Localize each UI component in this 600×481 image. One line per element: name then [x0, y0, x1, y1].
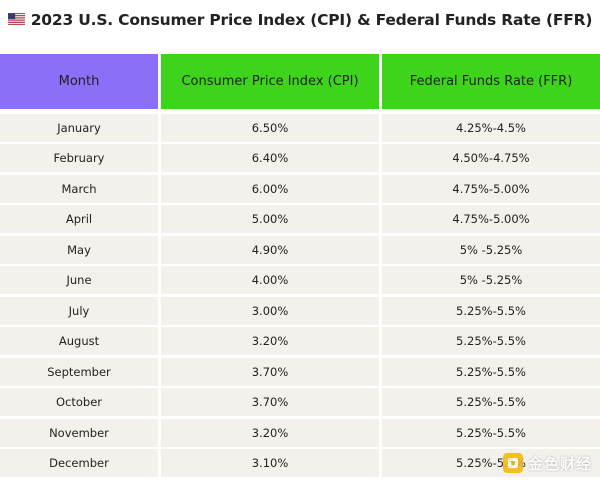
watermark: 金色财经 — [502, 452, 592, 474]
cell-month: December — [0, 449, 158, 477]
cell-month: October — [0, 388, 158, 416]
cell-ffr: 5.25%-5.5% — [382, 358, 600, 386]
table-row: May 4.90% 5% -5.25% — [0, 236, 600, 264]
cell-cpi: 3.20% — [161, 419, 379, 447]
cell-cpi: 3.00% — [161, 297, 379, 325]
table-row: January 6.50% 4.25%-4.5% — [0, 114, 600, 142]
cpi-ffr-table: Month Consumer Price Index (CPI) Federal… — [0, 51, 600, 481]
cell-ffr: 4.25%-4.5% — [382, 114, 600, 142]
cell-month: May — [0, 236, 158, 264]
table-row: August 3.20% 5.25%-5.5% — [0, 327, 600, 355]
table-row: March 6.00% 4.75%-5.00% — [0, 175, 600, 203]
cell-ffr: 5.25%-5.5% — [382, 388, 600, 416]
table-row: April 5.00% 4.75%-5.00% — [0, 205, 600, 233]
cell-month: July — [0, 297, 158, 325]
cell-month: August — [0, 327, 158, 355]
cell-ffr: 5.25%-5.5% — [382, 297, 600, 325]
cell-month: February — [0, 144, 158, 172]
cell-cpi: 4.90% — [161, 236, 379, 264]
header-cpi: Consumer Price Index (CPI) — [161, 54, 379, 109]
table-row: October 3.70% 5.25%-5.5% — [0, 388, 600, 416]
cell-month: June — [0, 266, 158, 294]
cell-ffr: 5% -5.25% — [382, 236, 600, 264]
watermark-text: 金色财经 — [527, 454, 592, 473]
cell-cpi: 3.70% — [161, 358, 379, 386]
cell-cpi: 3.10% — [161, 449, 379, 477]
cell-month: November — [0, 419, 158, 447]
jinse-logo-icon — [502, 453, 523, 473]
us-flag-icon — [7, 13, 25, 25]
header-ffr: Federal Funds Rate (FFR) — [382, 54, 600, 109]
cell-cpi: 5.00% — [161, 205, 379, 233]
cell-ffr: 5% -5.25% — [382, 266, 600, 294]
title-text: 2023 U.S. Consumer Price Index (CPI) & F… — [30, 11, 593, 29]
cell-cpi: 6.50% — [161, 114, 379, 142]
cell-month: January — [0, 114, 158, 142]
cell-ffr: 4.50%-4.75% — [382, 144, 600, 172]
cell-cpi: 3.20% — [161, 327, 379, 355]
table-header-row: Month Consumer Price Index (CPI) Federal… — [0, 54, 600, 109]
cell-cpi: 6.40% — [161, 144, 379, 172]
table-row: July 3.00% 5.25%-5.5% — [0, 297, 600, 325]
cell-month: September — [0, 358, 158, 386]
cell-ffr: 5.25%-5.5% — [382, 419, 600, 447]
cell-ffr: 4.75%-5.00% — [382, 205, 600, 233]
cell-ffr: 5.25%-5.5% — [382, 449, 600, 477]
table-row: June 4.00% 5% -5.25% — [0, 266, 600, 294]
cell-cpi: 3.70% — [161, 388, 379, 416]
table-row: November 3.20% 5.25%-5.5% — [0, 419, 600, 447]
cell-cpi: 4.00% — [161, 266, 379, 294]
cell-cpi: 6.00% — [161, 175, 379, 203]
header-month: Month — [0, 54, 158, 109]
cell-ffr: 4.75%-5.00% — [382, 175, 600, 203]
table-row: December 3.10% 5.25%-5.5% — [0, 449, 600, 477]
cell-month: March — [0, 175, 158, 203]
table-row: February 6.40% 4.50%-4.75% — [0, 144, 600, 172]
cell-ffr: 5.25%-5.5% — [382, 327, 600, 355]
cell-month: April — [0, 205, 158, 233]
table-row: September 3.70% 5.25%-5.5% — [0, 358, 600, 386]
page-title: 2023 U.S. Consumer Price Index (CPI) & F… — [0, 0, 600, 40]
